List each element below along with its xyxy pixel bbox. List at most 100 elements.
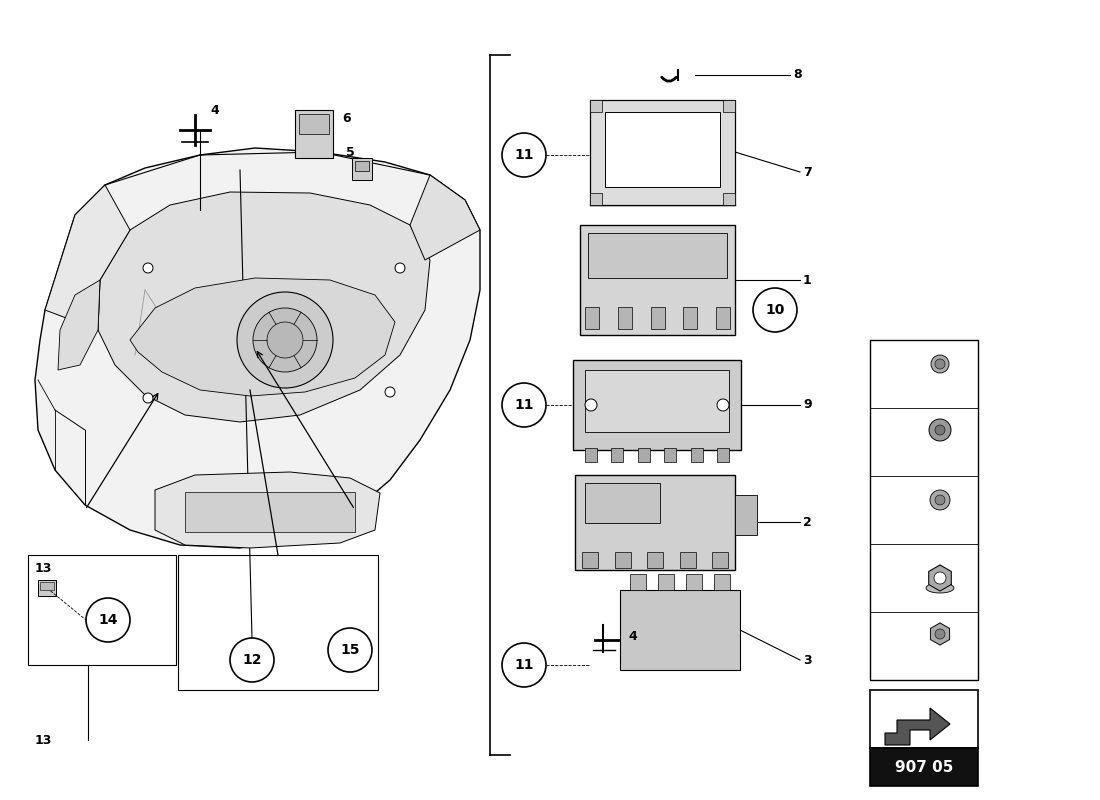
Circle shape xyxy=(717,399,729,411)
Text: 6: 6 xyxy=(342,111,351,125)
Text: 5: 5 xyxy=(346,146,354,158)
Bar xyxy=(185,492,355,532)
Text: 15: 15 xyxy=(340,643,360,657)
Circle shape xyxy=(754,288,798,332)
Bar xyxy=(580,225,735,335)
Circle shape xyxy=(143,263,153,273)
Bar xyxy=(352,158,372,180)
Text: 3: 3 xyxy=(803,654,812,666)
Bar xyxy=(723,193,735,205)
Text: 11: 11 xyxy=(515,148,534,162)
Bar xyxy=(723,100,735,112)
Bar xyxy=(650,307,664,329)
Polygon shape xyxy=(886,708,950,745)
Circle shape xyxy=(236,292,333,388)
Bar xyxy=(590,100,735,205)
Bar xyxy=(28,555,176,665)
Bar xyxy=(683,307,697,329)
Bar xyxy=(605,112,720,187)
Circle shape xyxy=(86,598,130,642)
Bar xyxy=(638,448,650,462)
Bar xyxy=(39,580,56,596)
Text: 13: 13 xyxy=(35,562,53,574)
Polygon shape xyxy=(928,565,952,591)
Bar xyxy=(870,690,978,748)
Bar xyxy=(870,340,978,680)
Text: 15: 15 xyxy=(880,367,900,381)
Bar xyxy=(585,370,729,432)
Bar xyxy=(299,114,329,134)
Circle shape xyxy=(934,572,946,584)
Bar xyxy=(717,448,729,462)
Text: 4: 4 xyxy=(210,103,219,117)
Text: 4: 4 xyxy=(628,630,637,643)
Polygon shape xyxy=(931,623,949,645)
Bar xyxy=(590,100,602,112)
Bar xyxy=(355,161,368,171)
Circle shape xyxy=(502,643,546,687)
Circle shape xyxy=(935,359,945,369)
Bar xyxy=(620,590,740,670)
Circle shape xyxy=(585,399,597,411)
Bar xyxy=(585,483,660,523)
Circle shape xyxy=(502,383,546,427)
Polygon shape xyxy=(410,175,480,260)
Bar xyxy=(714,574,730,590)
Bar xyxy=(664,448,676,462)
Bar xyxy=(691,448,703,462)
Text: 11: 11 xyxy=(515,658,534,672)
Circle shape xyxy=(502,133,546,177)
Bar xyxy=(612,448,624,462)
Text: 11: 11 xyxy=(880,571,900,585)
Bar xyxy=(735,495,757,535)
Text: 10: 10 xyxy=(880,639,900,653)
Bar xyxy=(178,555,378,690)
Circle shape xyxy=(328,628,372,672)
Ellipse shape xyxy=(926,583,954,593)
Bar xyxy=(870,748,978,786)
Circle shape xyxy=(931,355,949,373)
Circle shape xyxy=(930,419,952,441)
Bar xyxy=(680,552,695,568)
Text: 1: 1 xyxy=(803,274,812,286)
Text: 12: 12 xyxy=(880,503,900,517)
Circle shape xyxy=(935,425,945,435)
Bar xyxy=(615,552,630,568)
Bar xyxy=(590,193,602,205)
Bar xyxy=(295,110,333,158)
Bar xyxy=(686,574,702,590)
Bar xyxy=(585,307,600,329)
Bar xyxy=(582,552,598,568)
Text: 14: 14 xyxy=(880,435,900,449)
Circle shape xyxy=(935,629,945,639)
Text: 10: 10 xyxy=(766,303,784,317)
Circle shape xyxy=(143,393,153,403)
Text: 12: 12 xyxy=(242,653,262,667)
Bar xyxy=(647,552,663,568)
Polygon shape xyxy=(35,148,480,548)
Polygon shape xyxy=(98,192,430,422)
Bar xyxy=(573,360,741,450)
Polygon shape xyxy=(155,472,380,548)
Text: 7: 7 xyxy=(803,166,812,178)
Polygon shape xyxy=(130,278,395,396)
Text: 907 05: 907 05 xyxy=(894,759,954,774)
Circle shape xyxy=(935,495,945,505)
Bar xyxy=(712,552,728,568)
Circle shape xyxy=(253,308,317,372)
Bar xyxy=(585,448,597,462)
Circle shape xyxy=(385,387,395,397)
Text: 8: 8 xyxy=(793,69,802,82)
Bar xyxy=(588,233,727,278)
Bar xyxy=(40,582,54,590)
Text: 2: 2 xyxy=(803,515,812,529)
Bar xyxy=(618,307,631,329)
Polygon shape xyxy=(45,185,130,330)
Circle shape xyxy=(230,638,274,682)
Polygon shape xyxy=(58,280,100,370)
Bar xyxy=(658,574,674,590)
Text: 11: 11 xyxy=(515,398,534,412)
Text: 13: 13 xyxy=(35,734,53,746)
Bar xyxy=(575,475,735,570)
Bar xyxy=(630,574,646,590)
